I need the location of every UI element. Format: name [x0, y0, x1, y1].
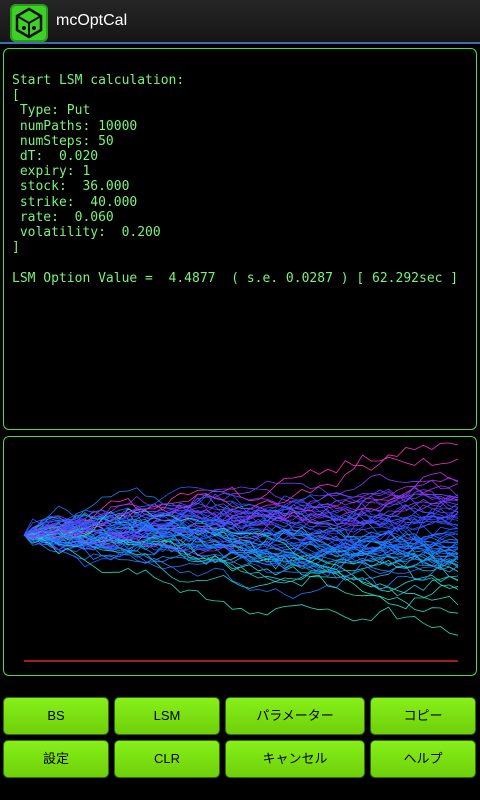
price-path	[23, 504, 459, 551]
simulation-plot	[3, 436, 477, 676]
settings-button[interactable]: 設定	[3, 740, 109, 778]
app-title: mcOptCal	[56, 12, 128, 29]
price-path	[23, 508, 459, 610]
price-path	[23, 525, 459, 563]
bs-button[interactable]: BS	[3, 697, 109, 735]
price-path	[23, 493, 459, 542]
price-path	[23, 534, 459, 636]
price-path	[23, 501, 459, 551]
price-path	[23, 515, 459, 564]
app-cube-icon[interactable]	[10, 4, 48, 42]
price-path	[23, 526, 459, 569]
price-path	[23, 520, 459, 555]
copy-button[interactable]: コピー	[370, 697, 476, 735]
price-path	[23, 533, 459, 591]
price-path	[23, 483, 459, 556]
price-path	[23, 533, 459, 589]
title-bar: mcOptCal	[0, 0, 480, 44]
clr-button[interactable]: CLR	[114, 740, 220, 778]
price-path	[23, 511, 459, 541]
price-path	[23, 507, 458, 550]
price-path	[23, 511, 459, 569]
help-button[interactable]: ヘルプ	[370, 740, 476, 778]
price-path	[23, 503, 459, 538]
price-path	[23, 487, 459, 556]
lsm-button[interactable]: LSM	[114, 697, 220, 735]
price-path	[23, 531, 459, 573]
paths-chart	[23, 442, 459, 662]
console-text: Start LSM calculation: [ Type: Put numPa…	[12, 73, 459, 286]
price-path	[23, 485, 459, 538]
cancel-button[interactable]: キャンセル	[225, 740, 365, 778]
price-path	[23, 486, 459, 539]
price-path	[23, 534, 459, 566]
console-output[interactable]: Start LSM calculation: [ Type: Put numPa…	[3, 48, 477, 430]
price-path	[23, 513, 459, 575]
price-path	[23, 518, 459, 567]
price-path	[23, 489, 459, 536]
price-path	[23, 496, 459, 536]
parameters-button[interactable]: パラメーター	[225, 697, 365, 735]
